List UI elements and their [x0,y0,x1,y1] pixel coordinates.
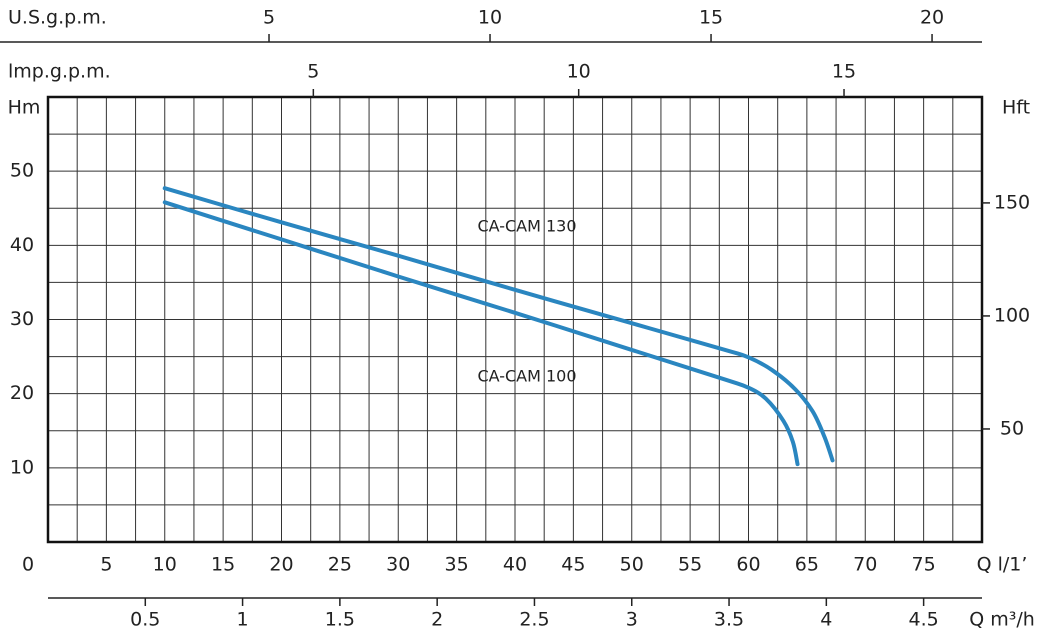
x-tick-label: 70 [853,554,877,576]
imp-gpm-axis-label: lmp.g.p.m. [8,61,111,83]
series-label: CA-CAM 130 [477,217,576,236]
us-gpm-tick-label: 5 [263,7,275,29]
m3h-tick-label: 1 [237,609,249,631]
y2-tick-label: 100 [994,304,1030,326]
imp-gpm-tick-label: 15 [832,61,856,83]
series-line [162,186,835,463]
us-gpm-axis-label: U.S.g.p.m. [8,7,107,29]
m3h-tick-label: 3 [626,609,638,631]
y2-axis-label: Hft [1002,97,1030,119]
y-tick-label: 50 [10,160,34,182]
y-tick-label: 10 [10,456,34,478]
y-axis-label: Hm [8,97,41,119]
x-tick-label: 15 [211,554,235,576]
x-tick-label: 40 [503,554,527,576]
x-tick-label: 50 [620,554,644,576]
us-gpm-tick-label: 10 [478,7,502,29]
y2-tick-label: 150 [994,191,1030,213]
x-tick-label: 5 [100,554,112,576]
x-axis-label: Q l/1’ [977,554,1028,576]
imp-gpm-tick-label: 10 [567,61,591,83]
m3h-tick-label: 2.5 [519,609,549,631]
x-tick-label: 60 [736,554,760,576]
m3h-tick-label: 2 [431,609,443,631]
x-tick-label: 25 [328,554,352,576]
x-tick-label: 20 [269,554,293,576]
y-tick-label: 20 [10,382,34,404]
us-gpm-tick-label: 20 [920,7,944,29]
x-tick-label: 45 [561,554,585,576]
m3h-tick-label: 4 [820,609,832,631]
x-tick-label: 35 [445,554,469,576]
x-tick-label: 55 [678,554,702,576]
plot-frame [46,95,984,544]
x-tick-label: 75 [912,554,936,576]
m3h-axis-label: Q m³/h [969,609,1035,631]
m3h-tick-label: 1.5 [325,609,355,631]
y-tick-label: 30 [10,308,34,330]
m3h-tick-label: 4.5 [909,609,939,631]
m3h-tick-label: 3.5 [714,609,744,631]
series-label: CA-CAM 100 [477,367,576,386]
x-tick-label: 30 [386,554,410,576]
x-tick-label: 65 [795,554,819,576]
us-gpm-tick-label: 15 [699,7,723,29]
m3h-tick-label: 0.5 [130,609,160,631]
x-tick-label: 0 [22,554,34,576]
imp-gpm-tick-label: 5 [307,61,319,83]
x-tick-label: 10 [153,554,177,576]
y-tick-label: 40 [10,234,34,256]
y2-tick-label: 50 [1000,417,1024,439]
series-line [162,200,800,467]
